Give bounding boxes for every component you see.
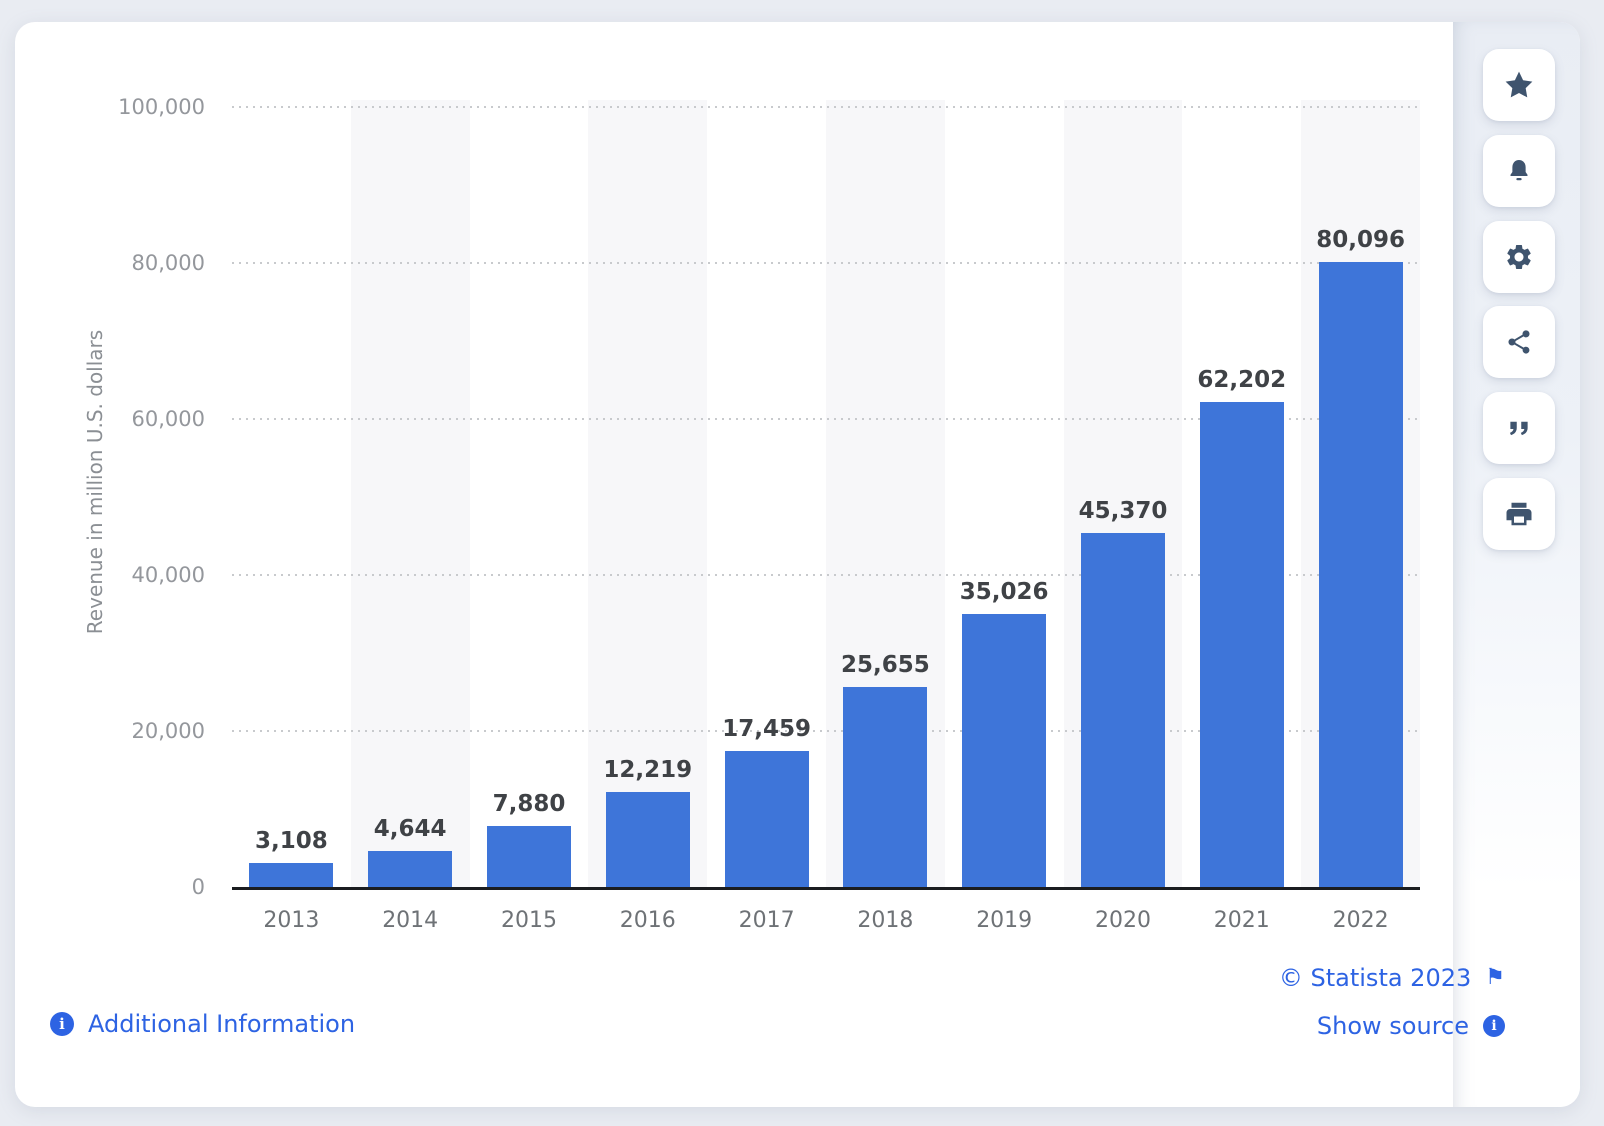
bar-2022 — [1318, 262, 1403, 887]
x-tick-label-2014: 2014 — [382, 908, 439, 933]
bar-2021 — [1199, 401, 1284, 887]
x-tick-label-2013: 2013 — [263, 908, 320, 933]
bar-value-2018: 25,655 — [841, 651, 930, 678]
column-stripe-2014 — [350, 100, 470, 887]
bar-2020 — [1081, 533, 1165, 887]
settings-button[interactable] — [1483, 221, 1555, 293]
gridline-100000 — [232, 106, 1420, 108]
bar-2019 — [962, 613, 1047, 887]
bar-2013 — [249, 862, 334, 887]
bar-2018 — [843, 686, 928, 887]
additional-information-label: Additional Information — [88, 1010, 356, 1038]
printer-icon — [1504, 499, 1534, 529]
x-axis-line — [232, 887, 1420, 890]
bar-2016 — [605, 791, 690, 887]
gridline-40000 — [232, 574, 1420, 576]
toolbar-strip — [1453, 22, 1580, 1107]
share-button[interactable] — [1483, 306, 1555, 378]
bar-2017 — [724, 750, 809, 887]
y-tick-label-20000: 20,000 — [131, 719, 205, 743]
column-stripe-2016 — [588, 100, 708, 887]
copyright-label: © Statista 2023 — [1278, 964, 1472, 992]
x-tick-label-2020: 2020 — [1095, 908, 1151, 933]
quote-icon — [1504, 413, 1534, 443]
x-tick-label-2015: 2015 — [501, 908, 557, 933]
bar-value-2016: 12,219 — [603, 756, 693, 783]
gridline-20000 — [232, 730, 1420, 732]
bar-value-2014: 4,644 — [373, 815, 447, 842]
y-tick-label-100000: 100,000 — [118, 95, 205, 119]
x-tick-label-2019: 2019 — [976, 908, 1033, 933]
x-tick-label-2018: 2018 — [857, 908, 914, 933]
x-tick-label-2022: 2022 — [1332, 908, 1389, 933]
gridline-80000 — [232, 262, 1420, 264]
bar-value-2021: 62,202 — [1197, 366, 1287, 393]
statista-copyright-link[interactable]: © Statista 2023 ⚑ — [1279, 963, 1505, 993]
info-icon: i — [1483, 1015, 1505, 1037]
chart-plot-area: 0 20,000 40,000 60,000 80,000 100,000 3,108 201… — [15, 22, 1580, 1107]
show-source-label: Show source — [1316, 1012, 1469, 1040]
y-tick-label-60000: 60,000 — [131, 407, 205, 431]
share-icon — [1505, 328, 1533, 356]
cite-button[interactable] — [1483, 392, 1555, 464]
favorite-button[interactable] — [1483, 49, 1555, 121]
y-axis-title: Revenue in million U.S. dollars — [83, 329, 107, 635]
info-icon: i — [50, 1012, 74, 1036]
bar-value-2015: 7,880 — [492, 790, 566, 817]
gear-icon — [1504, 242, 1534, 272]
bar-2015 — [487, 825, 571, 887]
flag-icon: ⚑ — [1485, 965, 1505, 990]
bar-value-2020: 45,370 — [1078, 498, 1168, 525]
chart-card: 0 20,000 40,000 60,000 80,000 100,000 3,108 201… — [15, 22, 1580, 1107]
additional-information-link[interactable]: i Additional Information — [50, 1009, 355, 1039]
y-tick-label-80000: 80,000 — [131, 251, 205, 275]
x-tick-label-2016: 2016 — [619, 908, 676, 933]
bar-value-2013: 3,108 — [255, 827, 328, 854]
notifications-button[interactable] — [1483, 135, 1555, 207]
bar-value-2022: 80,096 — [1316, 227, 1405, 254]
print-button[interactable] — [1483, 478, 1555, 550]
x-tick-label-2021: 2021 — [1213, 908, 1270, 933]
bar-2014 — [368, 850, 453, 887]
y-tick-label-0: 0 — [191, 875, 205, 899]
y-tick-label-40000: 40,000 — [131, 563, 205, 587]
bar-value-2019: 35,026 — [959, 578, 1049, 605]
bell-icon — [1504, 156, 1534, 186]
star-icon — [1502, 68, 1536, 102]
gridline-60000 — [232, 418, 1420, 420]
show-source-link[interactable]: Show source i — [1317, 1011, 1505, 1041]
x-tick-label-2017: 2017 — [738, 908, 795, 933]
bar-value-2017: 17,459 — [722, 715, 811, 742]
